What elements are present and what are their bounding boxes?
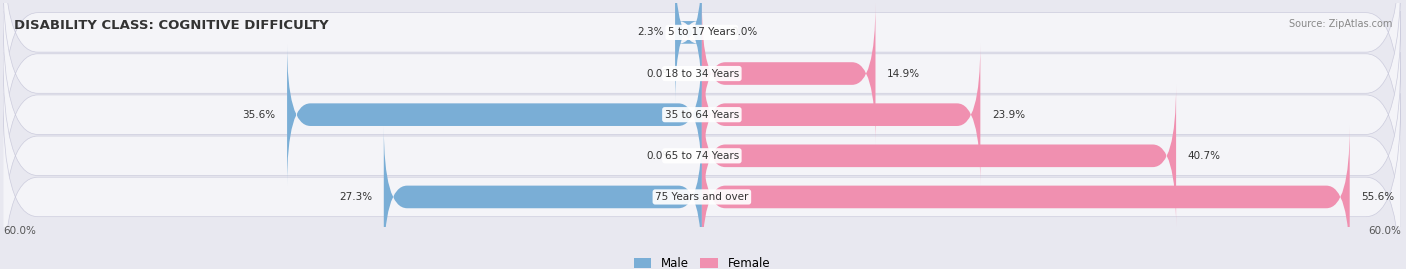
Text: 5 to 17 Years: 5 to 17 Years <box>668 27 735 37</box>
Text: 55.6%: 55.6% <box>1361 192 1395 202</box>
Text: 60.0%: 60.0% <box>3 226 35 236</box>
Text: 65 to 74 Years: 65 to 74 Years <box>665 151 740 161</box>
Text: 14.9%: 14.9% <box>887 69 921 79</box>
FancyBboxPatch shape <box>3 52 1400 260</box>
Text: 23.9%: 23.9% <box>993 110 1025 120</box>
Text: 0.0%: 0.0% <box>731 27 758 37</box>
FancyBboxPatch shape <box>702 85 1175 227</box>
Text: 27.3%: 27.3% <box>339 192 373 202</box>
FancyBboxPatch shape <box>3 0 1400 136</box>
Text: 35 to 64 Years: 35 to 64 Years <box>665 110 740 120</box>
FancyBboxPatch shape <box>3 0 1400 177</box>
FancyBboxPatch shape <box>287 44 702 186</box>
FancyBboxPatch shape <box>702 44 980 186</box>
Legend: Male, Female: Male, Female <box>634 257 770 269</box>
Text: 40.7%: 40.7% <box>1188 151 1220 161</box>
FancyBboxPatch shape <box>384 126 702 268</box>
FancyBboxPatch shape <box>702 3 876 144</box>
FancyBboxPatch shape <box>3 93 1400 269</box>
Text: 2.3%: 2.3% <box>637 27 664 37</box>
Text: DISABILITY CLASS: COGNITIVE DIFFICULTY: DISABILITY CLASS: COGNITIVE DIFFICULTY <box>14 19 329 32</box>
FancyBboxPatch shape <box>702 126 1350 268</box>
FancyBboxPatch shape <box>3 11 1400 218</box>
Text: 0.0%: 0.0% <box>647 69 672 79</box>
Text: 0.0%: 0.0% <box>647 151 672 161</box>
Text: 18 to 34 Years: 18 to 34 Years <box>665 69 740 79</box>
FancyBboxPatch shape <box>675 0 702 103</box>
Text: Source: ZipAtlas.com: Source: ZipAtlas.com <box>1288 19 1392 29</box>
Text: 75 Years and over: 75 Years and over <box>655 192 748 202</box>
Text: 35.6%: 35.6% <box>242 110 276 120</box>
Text: 60.0%: 60.0% <box>1368 226 1400 236</box>
